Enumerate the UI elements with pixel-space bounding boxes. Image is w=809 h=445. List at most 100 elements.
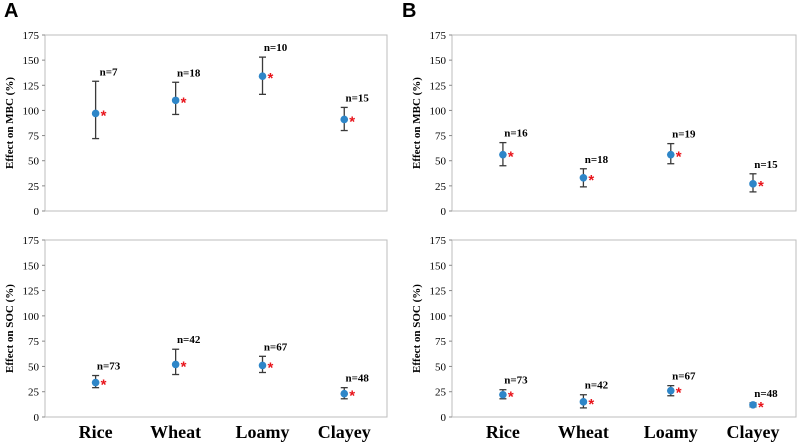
n-label: n=7 (100, 66, 118, 78)
plot-frame (451, 34, 797, 212)
n-label: n=67 (264, 341, 288, 353)
n-label: n=15 (754, 159, 778, 171)
data-point (666, 386, 675, 395)
category-label: Loamy (644, 422, 698, 442)
panel-letter-b: B (402, 0, 416, 22)
significance-star: * (588, 396, 594, 413)
data-point (340, 115, 349, 124)
n-label: n=48 (754, 388, 778, 400)
y-tick-label: 25 (435, 181, 447, 193)
y-axis-label: Effect on MBC (%) (4, 77, 16, 169)
data-point (749, 401, 757, 409)
n-label: n=10 (264, 42, 288, 54)
y-tick-label: 125 (23, 286, 40, 298)
y-tick-label: 75 (435, 131, 447, 143)
n-label: n=18 (177, 67, 201, 79)
y-axis-label: Effect on SOC (%) (411, 284, 423, 373)
charts-container: 0 25 50 75 100 125 150 175 Effect on MBC (%) * n=7… (4, 30, 797, 442)
y-tick-label: 150 (23, 55, 40, 67)
data-point (258, 72, 267, 81)
plot-frame (44, 239, 388, 418)
category-label: Wheat (150, 422, 201, 442)
significance-star: * (268, 70, 274, 87)
y-tick-label: 125 (430, 80, 447, 92)
y-tick-label: 175 (430, 235, 447, 247)
data-point (340, 389, 349, 398)
significance-star: * (101, 107, 107, 124)
panel-letter-a: A (4, 0, 18, 22)
category-label: Clayey (727, 422, 780, 442)
category-label: Wheat (558, 422, 609, 442)
significance-star: * (349, 388, 355, 405)
y-tick-label: 100 (430, 311, 447, 323)
data-point (579, 398, 588, 406)
significance-star: * (101, 377, 107, 394)
y-tick-label: 50 (28, 361, 40, 373)
chart-1: 0 25 50 75 100 125 150 175 Effect on MBC (%) * n=1… (411, 30, 797, 218)
data-point (666, 150, 675, 159)
n-label: n=48 (346, 373, 370, 385)
y-tick-label: 0 (441, 412, 447, 424)
n-label: n=15 (346, 92, 370, 104)
n-label: n=42 (177, 334, 201, 346)
significance-star: * (508, 149, 514, 166)
category-label: Clayey (318, 422, 371, 442)
significance-star: * (181, 358, 187, 375)
n-label: n=16 (504, 128, 528, 140)
y-tick-label: 0 (441, 206, 447, 218)
y-axis-label: Effect on MBC (%) (411, 77, 423, 169)
data-point (749, 180, 757, 188)
chart-0: 0 25 50 75 100 125 150 175 Effect on MBC (%) * n=7… (4, 30, 388, 218)
y-tick-label: 150 (430, 55, 447, 67)
y-tick-label: 0 (34, 206, 40, 218)
significance-star: * (676, 149, 682, 166)
plot-frame (451, 239, 797, 418)
data-point (499, 150, 507, 159)
y-tick-label: 150 (23, 260, 40, 272)
y-tick-label: 125 (23, 80, 40, 92)
data-point (171, 96, 180, 105)
category-label: Rice (486, 422, 520, 442)
data-point (171, 360, 180, 369)
y-axis-label: Effect on SOC (%) (4, 284, 16, 373)
y-tick-label: 100 (430, 105, 447, 117)
y-tick-label: 50 (435, 156, 447, 168)
category-label: Loamy (236, 422, 290, 442)
n-label: n=73 (504, 375, 528, 387)
chart-3: 0 25 50 75 100 125 150 175 Effect on SOC (%) * n=7… (411, 235, 797, 442)
significance-star: * (268, 359, 274, 376)
y-tick-label: 175 (23, 235, 40, 247)
data-point (258, 361, 267, 370)
y-tick-label: 100 (23, 311, 40, 323)
y-tick-label: 0 (34, 412, 40, 424)
n-label: n=18 (585, 154, 609, 166)
y-tick-label: 75 (435, 336, 447, 348)
category-label: Rice (79, 422, 113, 442)
data-point (499, 390, 507, 399)
n-label: n=67 (672, 371, 696, 383)
significance-star: * (588, 172, 594, 189)
y-tick-label: 75 (28, 336, 40, 348)
y-tick-label: 25 (28, 181, 40, 193)
significance-star: * (758, 399, 764, 416)
y-tick-label: 150 (430, 260, 447, 272)
significance-star: * (758, 178, 764, 195)
significance-star: * (349, 113, 355, 130)
significance-star: * (181, 94, 187, 111)
y-tick-label: 25 (435, 387, 447, 399)
y-tick-label: 50 (28, 156, 40, 168)
y-tick-label: 175 (430, 30, 447, 42)
y-tick-label: 175 (23, 30, 40, 42)
n-label: n=42 (585, 380, 609, 392)
significance-star: * (676, 385, 682, 402)
data-point (579, 174, 588, 182)
data-point (91, 109, 100, 118)
plot-frame (44, 34, 388, 212)
n-label: n=73 (97, 361, 121, 373)
data-point (91, 378, 100, 387)
y-tick-label: 25 (28, 387, 40, 399)
n-label: n=19 (672, 129, 696, 141)
y-tick-label: 75 (28, 131, 40, 143)
y-tick-label: 100 (23, 105, 40, 117)
